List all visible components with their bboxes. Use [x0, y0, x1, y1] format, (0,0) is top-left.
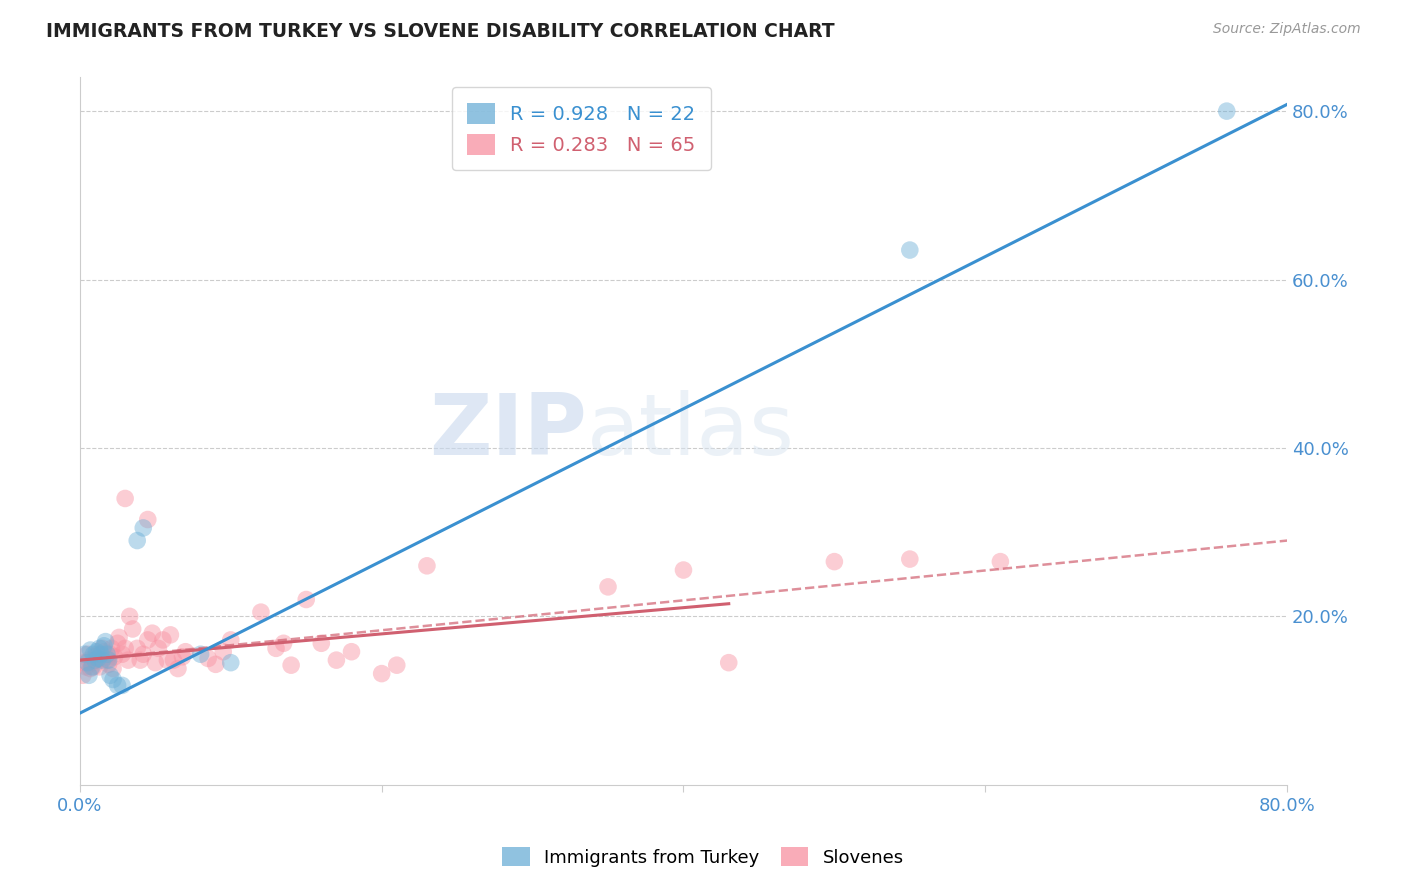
Point: [73, 647, 96, 661]
Point: [96, 647, 118, 661]
Point: [91, 641, 114, 656]
Point: [77, 668, 100, 682]
Point: [152, 632, 174, 647]
Point: [96, 653, 118, 667]
Point: [101, 673, 124, 687]
Point: [90, 647, 112, 661]
Point: [80, 660, 103, 674]
Point: [990, 555, 1012, 569]
Point: [141, 626, 163, 640]
Point: [136, 632, 159, 647]
Point: [311, 636, 333, 650]
Point: [132, 521, 155, 535]
Point: [197, 651, 219, 665]
Point: [111, 647, 134, 661]
Point: [98, 668, 121, 682]
Point: [114, 641, 136, 656]
Point: [295, 592, 318, 607]
Point: [86, 653, 108, 667]
Point: [325, 653, 347, 667]
Point: [898, 552, 921, 566]
Point: [121, 622, 143, 636]
Legend: Immigrants from Turkey, Slovenes: Immigrants from Turkey, Slovenes: [495, 840, 911, 874]
Point: [143, 656, 166, 670]
Point: [416, 558, 439, 573]
Point: [86, 645, 108, 659]
Point: [87, 651, 110, 665]
Text: ZIP: ZIP: [429, 390, 586, 473]
Point: [212, 645, 235, 659]
Point: [97, 653, 120, 667]
Point: [717, 656, 740, 670]
Point: [159, 628, 181, 642]
Point: [76, 656, 98, 670]
Point: [79, 661, 101, 675]
Point: [172, 649, 194, 664]
Point: [107, 636, 129, 650]
Point: [107, 678, 129, 692]
Point: [82, 647, 104, 661]
Point: [174, 645, 197, 659]
Point: [77, 653, 100, 667]
Point: [84, 653, 107, 667]
Text: atlas: atlas: [586, 390, 794, 473]
Point: [114, 491, 136, 506]
Point: [89, 641, 111, 656]
Point: [127, 533, 149, 548]
Point: [80, 656, 103, 670]
Legend: R = 0.928   N = 22, R = 0.283   N = 65: R = 0.928 N = 22, R = 0.283 N = 65: [451, 87, 711, 170]
Point: [127, 641, 149, 656]
Point: [1215, 104, 1237, 119]
Point: [148, 641, 170, 656]
Point: [129, 653, 152, 667]
Point: [87, 647, 110, 661]
Text: IMMIGRANTS FROM TURKEY VS SLOVENE DISABILITY CORRELATION CHART: IMMIGRANTS FROM TURKEY VS SLOVENE DISABI…: [46, 22, 835, 41]
Point: [111, 678, 134, 692]
Point: [823, 555, 845, 569]
Point: [204, 657, 226, 672]
Point: [72, 668, 94, 682]
Point: [93, 639, 115, 653]
Point: [136, 512, 159, 526]
Point: [94, 649, 117, 664]
Point: [167, 661, 190, 675]
Point: [340, 645, 363, 659]
Point: [219, 632, 242, 647]
Point: [156, 653, 179, 667]
Point: [82, 660, 104, 674]
Point: [132, 647, 155, 661]
Point: [370, 666, 392, 681]
Point: [280, 658, 302, 673]
Point: [219, 656, 242, 670]
Point: [250, 605, 273, 619]
Point: [117, 653, 139, 667]
Point: [94, 634, 117, 648]
Point: [385, 658, 408, 673]
Point: [273, 636, 295, 650]
Point: [90, 651, 112, 665]
Point: [89, 660, 111, 674]
Point: [98, 647, 121, 661]
Point: [108, 631, 131, 645]
Point: [596, 580, 619, 594]
Point: [190, 647, 212, 661]
Text: Source: ZipAtlas.com: Source: ZipAtlas.com: [1213, 22, 1361, 37]
Point: [672, 563, 695, 577]
Point: [118, 609, 141, 624]
Point: [264, 641, 287, 656]
Point: [101, 661, 124, 675]
Point: [97, 657, 120, 672]
Point: [91, 653, 114, 667]
Point: [76, 647, 98, 661]
Point: [73, 656, 96, 670]
Point: [75, 660, 97, 674]
Point: [79, 643, 101, 657]
Point: [84, 649, 107, 664]
Point: [162, 653, 184, 667]
Point: [100, 641, 122, 656]
Point: [93, 645, 115, 659]
Point: [898, 243, 921, 257]
Point: [103, 649, 125, 664]
